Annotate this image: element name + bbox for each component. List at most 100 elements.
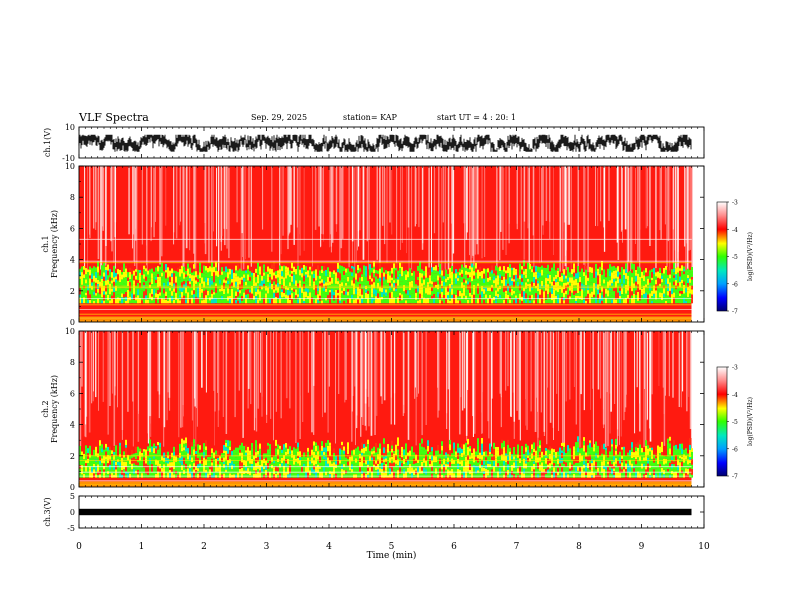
ch1-spectrogram-band-cell [89, 283, 91, 288]
ch1-spectrogram-band-cell [83, 274, 85, 278]
ch1-spectrogram-band-cell [313, 298, 315, 304]
ch1-spectrogram-band-cell [515, 297, 517, 304]
ch2-spectrogram-streak [102, 331, 104, 402]
ch2-spectrogram-band-cell [245, 452, 247, 456]
ch2-spectrogram-band-cell [407, 452, 409, 456]
ch1-spectrogram-streak [568, 166, 570, 225]
ch2-spectrogram-band-cell [225, 454, 227, 460]
ch1-spectrogram-band-cell [469, 282, 471, 288]
ch2-spectrogram-band-cell [479, 468, 481, 474]
ch1-spectrogram-band-cell [359, 288, 361, 294]
ch1-spectrogram-band-cell [495, 270, 497, 276]
ch1-spectrogram-streak [159, 166, 161, 265]
ch1-spectrogram-band-cell [677, 300, 679, 304]
ch1-spectrogram-band-cell [369, 298, 371, 304]
ch1-spectrogram-band-cell [571, 292, 573, 299]
ch1-spectrogram-band-cell [121, 267, 123, 272]
ch1-spectrogram-band-cell [163, 288, 165, 294]
ch2-spectrogram-streak [225, 331, 228, 434]
ch2-spectrogram-band-cell [169, 467, 171, 470]
ch1-spectrogram-band-cell [199, 289, 201, 292]
ch1-spectrogram-band-cell [373, 288, 375, 295]
ch1-spectrogram-band-cell [143, 291, 145, 296]
ch2-spectrogram-band-cell [397, 437, 399, 444]
ch2-spectrogram-band-cell [343, 450, 345, 454]
ch2-spectrogram-band-cell [195, 466, 197, 470]
ch2-spectrogram-band-cell [113, 446, 115, 452]
ch1-spectrogram-band-cell [185, 296, 187, 300]
ch1-spectrogram-band-cell [691, 289, 693, 295]
ch2-spectrogram-band-cell [173, 461, 175, 466]
ch1-spectrogram-band-cell [87, 272, 89, 277]
ch1-spectrogram-band-cell [313, 283, 315, 290]
ch1-spectrogram-band-cell [527, 299, 529, 304]
ch2-spectrogram-band-cell [223, 452, 225, 458]
ch1-spectrogram-band-cell [483, 268, 485, 274]
ch1-spectrogram-band-cell [591, 278, 593, 283]
ch1-spectrogram-band-cell [427, 290, 429, 295]
ch1-spectrogram-band-cell [287, 271, 289, 276]
ch1-spectrogram-band-cell [263, 268, 265, 273]
ch1-spectrogram-band-cell [509, 272, 511, 278]
ch1-spectrogram-band-cell [379, 291, 381, 298]
ch1-spectrogram-streak [496, 166, 498, 283]
ch1-spectrogram-band-cell [189, 278, 191, 282]
ch2-spectrogram-band-cell [315, 472, 317, 478]
ch1-spectrogram-band-cell [619, 295, 621, 299]
ch1-spectrogram-band-cell [117, 280, 119, 287]
ch1-spectrogram-band-cell [453, 284, 455, 290]
ch1-spectrogram-band-cell [677, 266, 679, 273]
ch2-spectrogram-band-cell [153, 462, 155, 468]
ch1-spectrogram-band-cell [519, 263, 521, 270]
ch1-spectrogram-band-cell [489, 294, 491, 299]
ch2-spectrogram-band-cell [337, 456, 339, 461]
ch2-spectrogram-band-cell [425, 460, 427, 467]
ch2-spectrogram-band-cell [401, 466, 403, 470]
ch1-spectrogram-band-cell [417, 300, 419, 304]
ch1-spectrogram-streak [132, 166, 133, 249]
ch2-spectrogram-band-cell [427, 451, 429, 454]
ch1-spectrogram-band-cell [643, 285, 645, 291]
ch2-spectrogram-band-cell [397, 445, 399, 450]
ch2-spectrogram-band-cell [517, 449, 519, 455]
ch1-spectrogram-band-cell [625, 263, 627, 269]
ch1-spectrogram-band-cell [337, 281, 339, 285]
ch2-spectrogram-band-cell [135, 452, 137, 456]
ch1-spectrogram-band-cell [251, 281, 253, 286]
ch2-spectrogram-band-cell [553, 467, 555, 472]
ch1-spectrogram-streak [100, 166, 102, 273]
ch1-spectrogram-band-cell [303, 275, 305, 282]
ch1-spectrogram-band-cell [641, 292, 643, 296]
ch1-spectrogram-band-cell [341, 282, 343, 287]
ch1-spectrogram-streak [329, 166, 331, 235]
ch1-spectrogram-band-cell [371, 268, 373, 273]
ch1-spectrogram-band-cell [369, 279, 371, 285]
ch2-spectrogram-band-cell [461, 460, 463, 466]
ch2-spectrogram-band-cell [391, 445, 393, 449]
ch2-spectrogram-band-cell [157, 442, 159, 446]
ch1-spectrogram-band-cell [559, 277, 561, 282]
ch1-spectrogram-band-cell [137, 274, 139, 281]
ch1-spectrogram-band-cell [459, 278, 461, 283]
ch1-spectrogram-band-cell [687, 290, 689, 298]
ch2-spectrogram-band-cell [195, 473, 197, 478]
ch1-spectrogram-band-cell [505, 298, 507, 304]
ch1-spectrogram-band-cell [521, 278, 523, 282]
ch2-spectrogram-band-cell [365, 451, 367, 456]
ch2-spectrogram-band-cell [547, 464, 549, 468]
ch2-spectrogram-band-cell [581, 441, 583, 448]
ch2-spectrogram-streak [109, 331, 111, 406]
ch2-spectrogram-band-cell [355, 466, 357, 472]
ch1-spectrogram-band-cell [613, 299, 615, 304]
ch1-spectrogram-streak [452, 166, 455, 254]
ch2-spectrogram-band-cell [251, 464, 253, 469]
ch2-spectrogram-band-cell [181, 447, 183, 452]
ch1-spectrogram-band-cell [569, 272, 571, 278]
ch1-spectrogram-band-cell [343, 287, 345, 291]
ch1-spectrogram-band-cell [293, 283, 295, 287]
ch1-spectrogram-band-cell [109, 294, 111, 301]
ch1-spectrogram-band-cell [639, 294, 641, 301]
ch2-spectrogram-band-cell [347, 442, 349, 447]
ch1-spectrogram-band-cell [179, 276, 181, 280]
ch1-spectrogram-streak [672, 166, 675, 263]
